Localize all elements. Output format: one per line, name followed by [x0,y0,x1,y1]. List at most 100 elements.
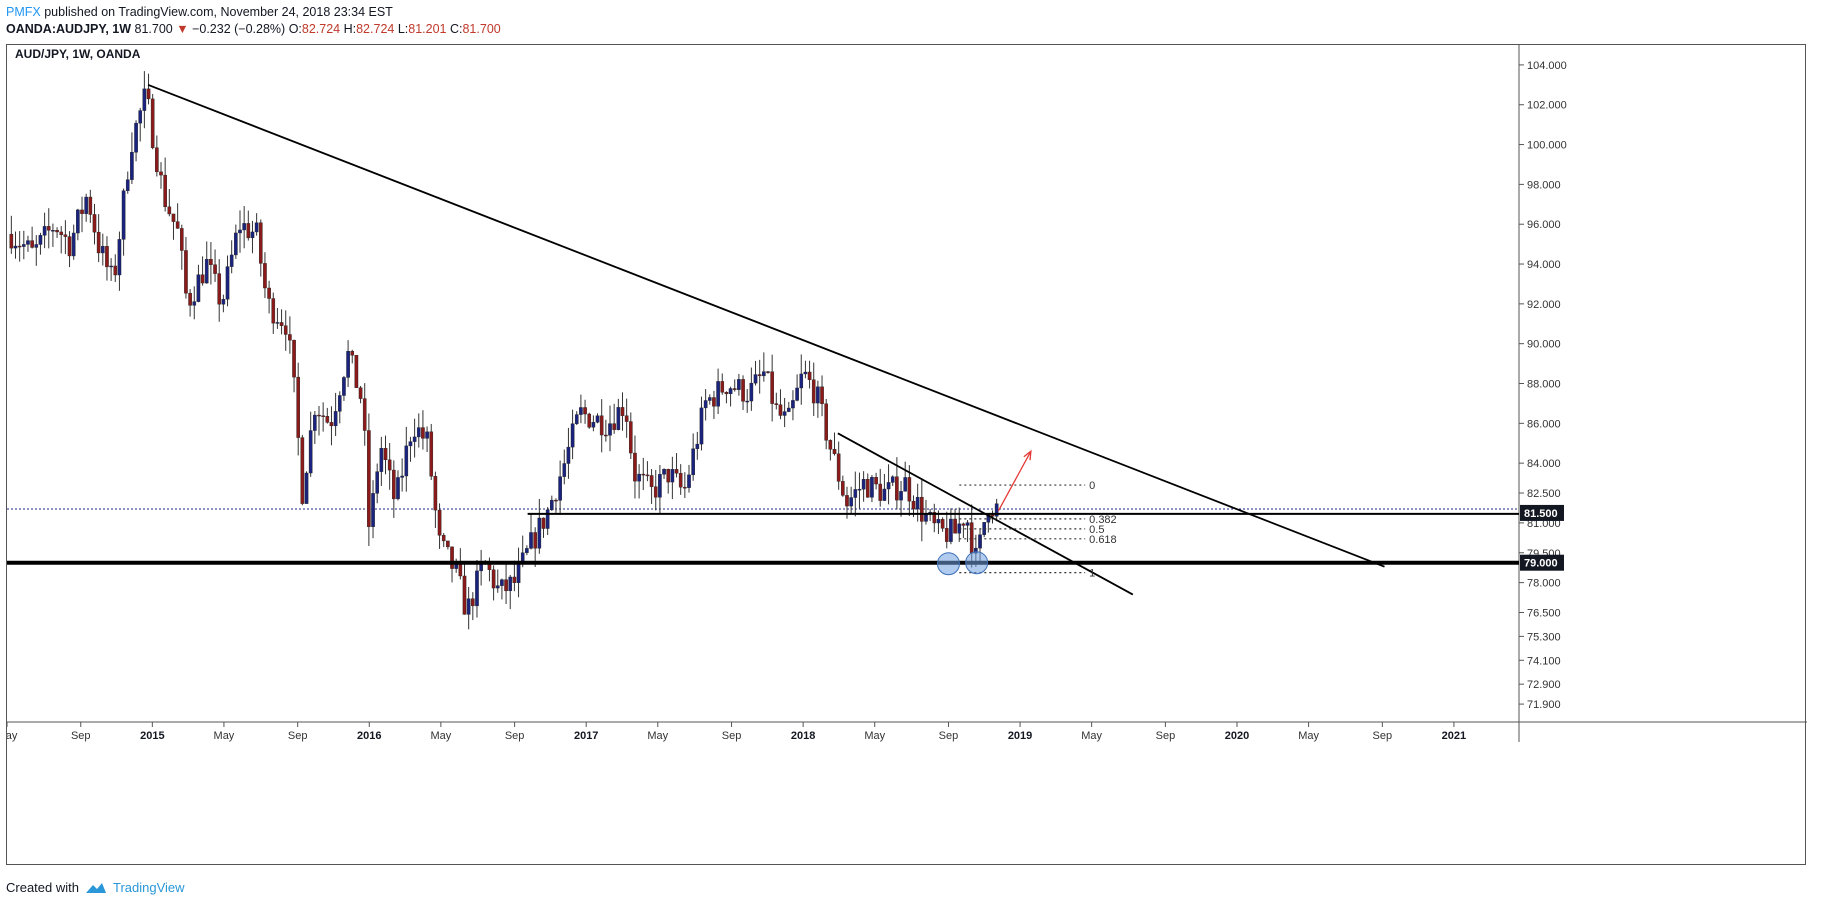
candle-body [637,473,641,482]
candle-body [820,386,824,404]
candle-body [716,381,720,407]
candle-body [167,206,172,215]
candle-body [125,179,130,191]
candle-body [857,488,862,491]
candle-body [770,371,774,404]
candle-body [604,434,608,437]
open-label: O: [288,22,302,36]
tradingview-link[interactable]: TradingView [112,880,185,895]
price-tick-label: 82.500 [1527,488,1561,500]
candle-body [691,448,695,476]
candle-body [317,414,321,417]
candle-body [824,403,828,441]
candle-body [450,546,454,569]
low-value: 81.201 [408,22,447,36]
price-tick-label: 100.000 [1527,140,1567,152]
price-tick-label: 78.000 [1527,578,1561,590]
candle-body [292,339,296,378]
price-tick-label: 92.000 [1527,299,1561,311]
candle-body [400,475,404,478]
candle-body [333,411,338,427]
price-tick-label: 94.000 [1527,259,1561,271]
candle-body [134,122,138,153]
highlight-circle [965,551,989,575]
candle-body [583,407,587,415]
candle-body [570,423,575,448]
candle-body [188,292,192,306]
candle-body [828,440,833,450]
candle-body [841,481,845,496]
candle-body [720,381,725,393]
symbol-label: OANDA:AUDJPY, 1W [6,22,132,36]
candle-body [491,569,496,589]
chart-frame[interactable]: 0 0.382 0.5 0.618 1 104.000 102.000 100.000 98.… [6,44,1807,866]
candle-body [462,575,467,615]
candle-body [55,230,59,233]
candle-body [150,98,155,148]
tradingview-logo-icon [85,882,106,893]
candle-body [13,245,18,249]
projection-arrow [997,450,1032,512]
candle-body [882,488,887,501]
candle-body [895,476,899,501]
candle-body [200,274,205,284]
candle-body [741,379,745,402]
candle-body [757,374,762,377]
candle-body [105,246,109,268]
candle-body [367,430,371,527]
candle-body [71,232,76,257]
candle-body [308,430,313,474]
price-tick-label: 74.100 [1527,655,1561,667]
highlight-circle [936,552,960,576]
candle-body [529,532,533,549]
candle-body [915,496,920,510]
candle-body [845,495,849,507]
candle-body [246,223,251,239]
time-tick-label: Sep [505,730,525,742]
candle-body [288,334,292,341]
price-tick-label: 84.000 [1527,458,1561,470]
time-tick-label: 2016 [357,730,381,742]
candle-body [645,474,650,477]
time-tick-label: 2017 [574,730,598,742]
candle-body [296,376,301,438]
candle-body [429,431,434,477]
candle-body [628,421,633,454]
candle-body [899,491,903,501]
candle-body [653,486,658,498]
candle-body [217,273,222,305]
price-change: −0.232 (−0.28%) [192,22,286,36]
close-label: C: [449,22,463,36]
candle-body [932,511,937,524]
candle-body [874,477,878,485]
candle-body [142,88,147,111]
candle-body [92,214,97,233]
candle-body [34,244,39,248]
candle-body [267,287,271,299]
candle-body [886,482,891,490]
candle-body [724,392,729,395]
candle-body [437,509,442,536]
ohlc-line: OANDA:AUDJPY, 1W 81.700 ▼ −0.232 (−0.28%… [6,21,501,38]
candle-body [271,298,276,324]
time-tick-label: May [647,730,668,742]
publisher-name[interactable]: PMFX [6,5,41,19]
candle-body [924,514,928,522]
candle-body [392,469,396,500]
candle-body [204,259,209,284]
price-tick-label: 75.300 [1527,631,1561,643]
candle-body [712,397,716,407]
time-tick-label: Sep [71,730,91,742]
candle-body [658,474,662,498]
candle-body [9,233,14,249]
candle-body [749,382,754,402]
candle-body [80,209,84,214]
candle-body [225,266,230,300]
fib-level-label: 0 [1089,480,1095,492]
last-price: 81.700 [134,22,173,36]
candle-body [699,407,704,445]
time-tick-label: Sep [1156,730,1176,742]
candle-body [936,519,941,524]
candle-body [88,196,93,215]
